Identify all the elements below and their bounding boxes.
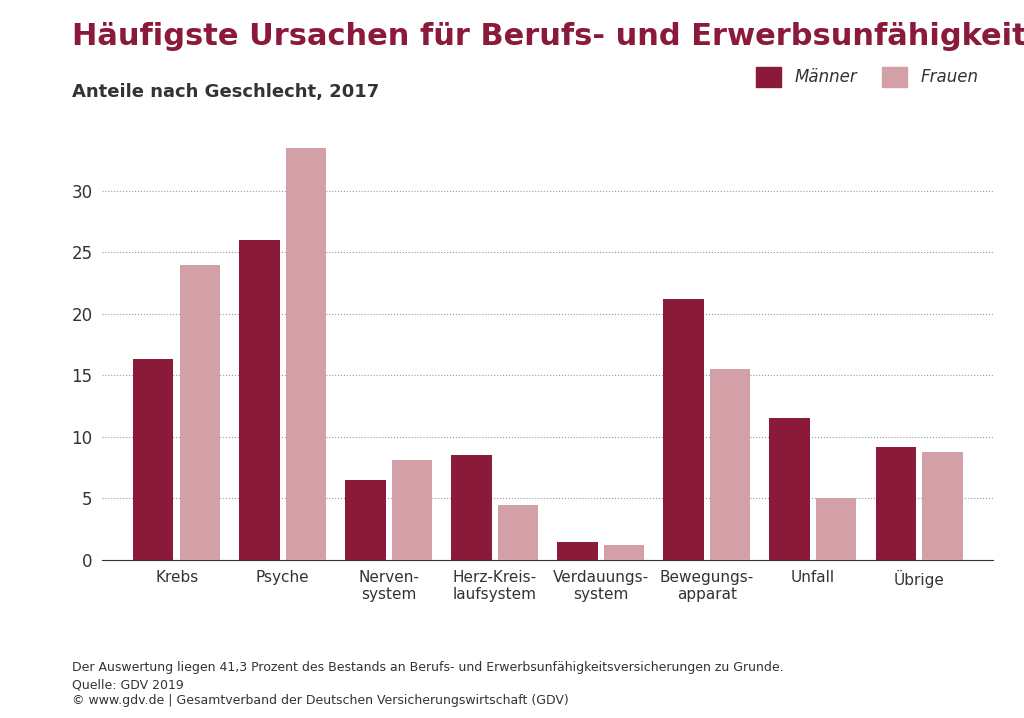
Bar <box>923 452 963 560</box>
Bar <box>498 505 539 560</box>
Text: Häufigste Ursachen für Berufs- und Erwerbsunfähigkeit: Häufigste Ursachen für Berufs- und Erwer… <box>72 22 1024 50</box>
Bar <box>180 265 220 560</box>
Bar <box>133 360 173 560</box>
Bar <box>240 240 280 560</box>
Bar <box>816 498 856 560</box>
Bar <box>876 447 915 560</box>
Text: © www.gdv.de | Gesamtverband der Deutschen Versicherungswirtschaft (GDV): © www.gdv.de | Gesamtverband der Deutsch… <box>72 694 568 707</box>
Bar <box>664 299 703 560</box>
Legend: Männer, Frauen: Männer, Frauen <box>750 60 985 93</box>
Bar <box>392 460 432 560</box>
Bar <box>604 545 644 560</box>
Bar <box>710 369 751 560</box>
Bar <box>769 419 810 560</box>
Text: Quelle: GDV 2019: Quelle: GDV 2019 <box>72 679 183 691</box>
Bar <box>345 480 386 560</box>
Bar <box>452 455 492 560</box>
Text: Anteile nach Geschlecht, 2017: Anteile nach Geschlecht, 2017 <box>72 83 379 101</box>
Bar <box>286 148 327 560</box>
Text: Der Auswertung liegen 41,3 Prozent des Bestands an Berufs- und Erwerbsunfähigkei: Der Auswertung liegen 41,3 Prozent des B… <box>72 661 783 673</box>
Bar <box>557 541 598 560</box>
